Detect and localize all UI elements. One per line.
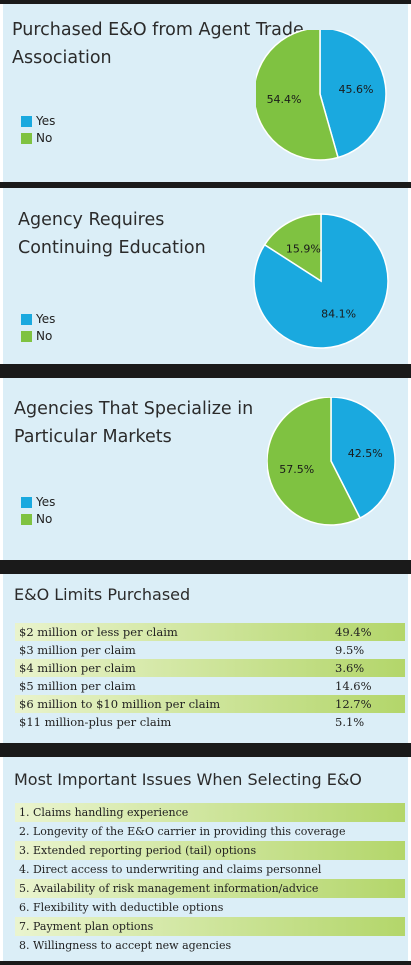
legend-label-no: No	[36, 329, 53, 343]
pie-data-label: 15.9%	[286, 243, 321, 256]
table-row: $2 million or less per claim 49.4%	[15, 623, 405, 641]
pie-panel-specialize-markets: Agencies That Specialize in Particular M…	[3, 378, 408, 560]
pie-data-label: 42.5%	[348, 447, 383, 460]
pie-slice-no	[263, 213, 322, 283]
table-row: $4 million per claim 3.6%	[15, 659, 405, 677]
pie-data-label: 45.6%	[338, 83, 373, 96]
legend-swatch-yes	[21, 314, 32, 325]
row-value: 12.7%	[335, 697, 372, 711]
legend-label-no: No	[36, 512, 53, 526]
chart-title: Agency Requires Continuing Education	[18, 210, 206, 258]
pie-chart: 42.5% 57.5%	[267, 397, 396, 526]
table-row: $11 million-plus per claim 5.1%	[15, 713, 405, 731]
limits-panel: E&O Limits Purchased $2 million or less …	[3, 574, 408, 743]
pie-data-label: 57.5%	[279, 463, 314, 476]
table-row: $6 million to $10 million per claim 12.7%	[15, 695, 405, 713]
list-item: 7. Payment plan options	[15, 917, 405, 936]
pie-slice-no	[267, 397, 362, 526]
legend-label-yes: Yes	[36, 114, 56, 128]
row-value: 9.5%	[335, 643, 365, 657]
top-border	[0, 0, 411, 4]
chart-title: Purchased E&O from Agent Trade Associati…	[12, 20, 304, 68]
pie-slice-yes	[319, 30, 387, 159]
pie-chart: 84.1% 15.9%	[253, 213, 389, 349]
divider	[0, 560, 411, 574]
row-label: $6 million to $10 million per claim	[19, 697, 221, 711]
chart-title: Agencies That Specialize in Particular M…	[14, 399, 254, 447]
legend-swatch-yes	[21, 497, 32, 508]
legend-label-yes: Yes	[36, 312, 56, 326]
divider	[0, 182, 411, 188]
legend: Yes No	[21, 113, 55, 147]
list-item: 6. Flexibility with deductible options	[19, 901, 224, 914]
pie-data-label: 54.4%	[267, 93, 302, 106]
legend: Yes No	[21, 494, 55, 528]
list-item: 2. Longevity of the E&O carrier in provi…	[19, 825, 346, 838]
row-label: $4 million per claim	[19, 661, 136, 675]
row-value: 5.1%	[335, 715, 365, 729]
list-item: 8. Willingness to accept new agencies	[19, 939, 232, 952]
issues-list: 1. Claims handling experience 2. Longevi…	[15, 803, 405, 955]
legend-label-no: No	[36, 131, 53, 145]
pie-slice-no	[256, 30, 339, 161]
chart-title: Most Important Issues When Selecting E&O	[14, 770, 362, 789]
limits-table: $2 million or less per claim 49.4% $3 mil…	[15, 623, 405, 731]
divider	[0, 743, 411, 757]
list-item: 4. Direct access to underwriting and cla…	[19, 863, 322, 876]
chart-title: E&O Limits Purchased	[14, 585, 191, 604]
row-label: $2 million or less per claim	[19, 625, 178, 639]
pie-slice-yes	[330, 397, 396, 520]
divider	[0, 364, 411, 378]
row-value: 3.6%	[335, 661, 365, 675]
pie-panel-continuing-education: Agency Requires Continuing Education Yes…	[3, 188, 408, 364]
list-item: 3. Extended reporting period (tail) opti…	[15, 841, 405, 860]
legend-swatch-no	[21, 331, 32, 342]
pie-chart: 45.6% 54.4%	[256, 30, 387, 161]
legend-label-yes: Yes	[36, 495, 56, 509]
legend-swatch-no	[21, 133, 32, 144]
row-label: $11 million-plus per claim	[19, 715, 172, 729]
table-row: $3 million per claim 9.5%	[15, 641, 405, 659]
issues-panel: Most Important Issues When Selecting E&O…	[3, 757, 408, 961]
legend-swatch-yes	[21, 116, 32, 127]
pie-data-label: 84.1%	[321, 307, 356, 320]
list-item: 1. Claims handling experience	[15, 803, 405, 822]
list-item: 5. Availability of risk management infor…	[15, 879, 405, 898]
legend-swatch-no	[21, 514, 32, 525]
pie-panel-trade-association: Purchased E&O from Agent Trade Associati…	[3, 4, 408, 182]
row-value: 14.6%	[335, 679, 372, 693]
row-label: $5 million per claim	[19, 679, 136, 693]
table-row: $5 million per claim 14.6%	[15, 677, 405, 695]
legend: Yes No	[21, 311, 55, 345]
row-value: 49.4%	[335, 625, 372, 639]
bottom-border	[0, 961, 411, 965]
row-label: $3 million per claim	[19, 643, 136, 657]
